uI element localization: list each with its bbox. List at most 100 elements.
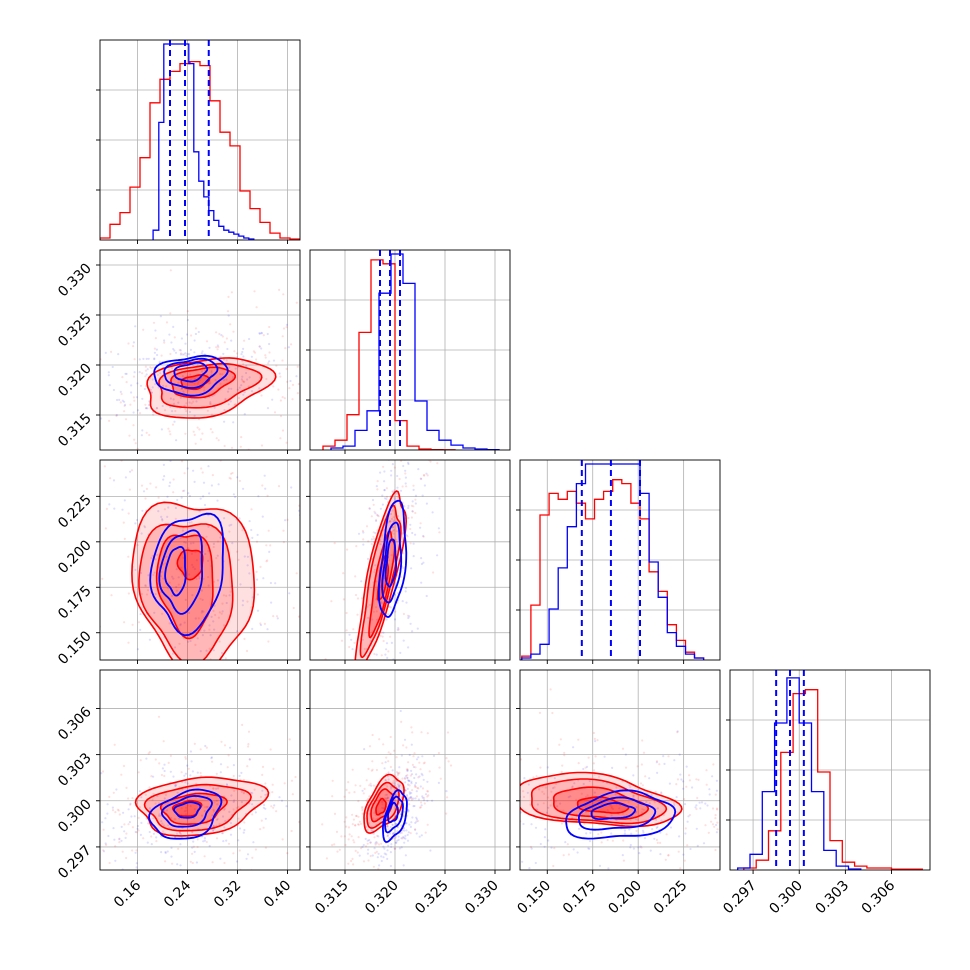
red-sample-point — [375, 818, 378, 821]
blue-sample-point — [385, 648, 388, 651]
blue-contour — [381, 789, 408, 843]
red-sample-point — [279, 437, 282, 440]
red-sample-point — [485, 790, 487, 792]
blue-sample-point — [404, 590, 407, 593]
red-sample-point — [382, 465, 385, 468]
red-sample-point — [721, 843, 723, 845]
blue-sample-point — [390, 512, 393, 516]
blue-sample-point — [201, 598, 204, 602]
red-sample-point — [371, 662, 373, 664]
blue-sample-point — [408, 791, 411, 794]
blue-sample-point — [406, 839, 410, 842]
red-sample-point — [115, 414, 118, 417]
red-sample-point — [370, 671, 372, 673]
blue-sample-point — [210, 369, 213, 372]
blue-sample-point — [373, 568, 376, 571]
red-sample-point — [340, 797, 342, 799]
blue-sample-point — [160, 515, 163, 519]
blue-sample-point — [194, 551, 197, 554]
blue-sample-point — [157, 367, 160, 370]
red-sample-point — [221, 832, 225, 835]
blue-sample-point — [374, 436, 376, 438]
red-sample-point — [392, 529, 395, 533]
red-sample-point — [326, 784, 328, 786]
red-sample-point — [255, 306, 258, 309]
blue-sample-point — [641, 829, 645, 832]
blue-sample-point — [400, 436, 402, 438]
blue-sample-point — [176, 498, 179, 502]
blue-sample-point — [783, 842, 785, 844]
blue-sample-point — [358, 854, 361, 857]
blue-sample-point — [228, 810, 231, 814]
red-sample-point — [199, 597, 202, 600]
red-sample-point — [248, 758, 251, 761]
red-sample-point — [209, 693, 211, 695]
red-sample-point — [340, 481, 342, 483]
blue-sample-point — [411, 456, 413, 458]
red-sample-point — [351, 356, 353, 358]
red-sample-point — [128, 434, 131, 437]
blue-sample-point — [528, 867, 531, 870]
blue-sample-point — [95, 817, 97, 819]
red-sample-point — [152, 413, 155, 416]
blue-sample-point — [200, 611, 203, 614]
blue-sample-point — [411, 816, 414, 819]
blue-sample-point — [680, 778, 683, 781]
blue-sample-point — [221, 798, 224, 801]
red-sample-point — [353, 641, 356, 644]
blue-sample-point — [215, 799, 218, 803]
red-sample-point — [587, 756, 590, 759]
blue-sample-point — [552, 787, 555, 790]
red-sample-point — [168, 430, 171, 433]
red-sample-point — [140, 484, 144, 487]
blue-sample-point — [411, 344, 413, 346]
red-sample-point — [116, 395, 118, 397]
blue-sample-point — [383, 847, 386, 850]
red-sample-point — [192, 430, 195, 433]
red-sample-point — [387, 751, 390, 754]
red-sample-point — [387, 825, 390, 828]
blue-sample-point — [258, 332, 261, 335]
blue-contour — [173, 801, 202, 819]
red-sample-point — [136, 544, 139, 547]
blue-sample-point — [92, 351, 94, 353]
blue-sample-point — [240, 801, 243, 804]
blue-sample-point — [673, 759, 676, 762]
blue-sample-point — [233, 662, 235, 664]
red-sample-point — [228, 530, 231, 533]
blue-sample-point — [121, 705, 123, 707]
red-sample-point — [675, 811, 678, 814]
red-sample-point — [372, 531, 375, 534]
blue-sample-point — [240, 384, 243, 387]
red-sample-point — [439, 365, 441, 367]
red-sample-point — [222, 594, 225, 597]
red-sample-point — [401, 485, 404, 488]
red-sample-point — [253, 351, 257, 354]
blue-sample-point — [284, 519, 287, 522]
red-sample-point — [373, 510, 376, 513]
red-sample-point — [223, 861, 226, 865]
blue-sample-point — [139, 628, 142, 632]
blue-sample-point — [260, 332, 263, 335]
blue-sample-point — [248, 337, 251, 341]
blue-sample-point — [397, 835, 400, 838]
red-sample-point — [336, 850, 339, 853]
red-sample-point — [285, 367, 288, 370]
red-sample-point — [286, 852, 289, 855]
blue-sample-point — [534, 826, 538, 829]
blue-sample-point — [634, 818, 637, 821]
red-sample-point — [372, 865, 375, 868]
red-sample-point — [211, 750, 213, 752]
red-sample-point — [538, 711, 542, 715]
blue-sample-point — [559, 802, 562, 805]
blue-sample-point — [395, 841, 398, 844]
blue-sample-point — [704, 802, 707, 805]
blue-sample-point — [118, 837, 121, 840]
red-sample-point — [225, 337, 228, 340]
blue-sample-point — [387, 844, 390, 847]
blue-sample-point — [229, 746, 232, 749]
blue-sample-point — [609, 804, 612, 807]
blue-sample-point — [238, 664, 240, 666]
blue-sample-point — [408, 615, 411, 618]
red-sample-point — [712, 763, 715, 766]
